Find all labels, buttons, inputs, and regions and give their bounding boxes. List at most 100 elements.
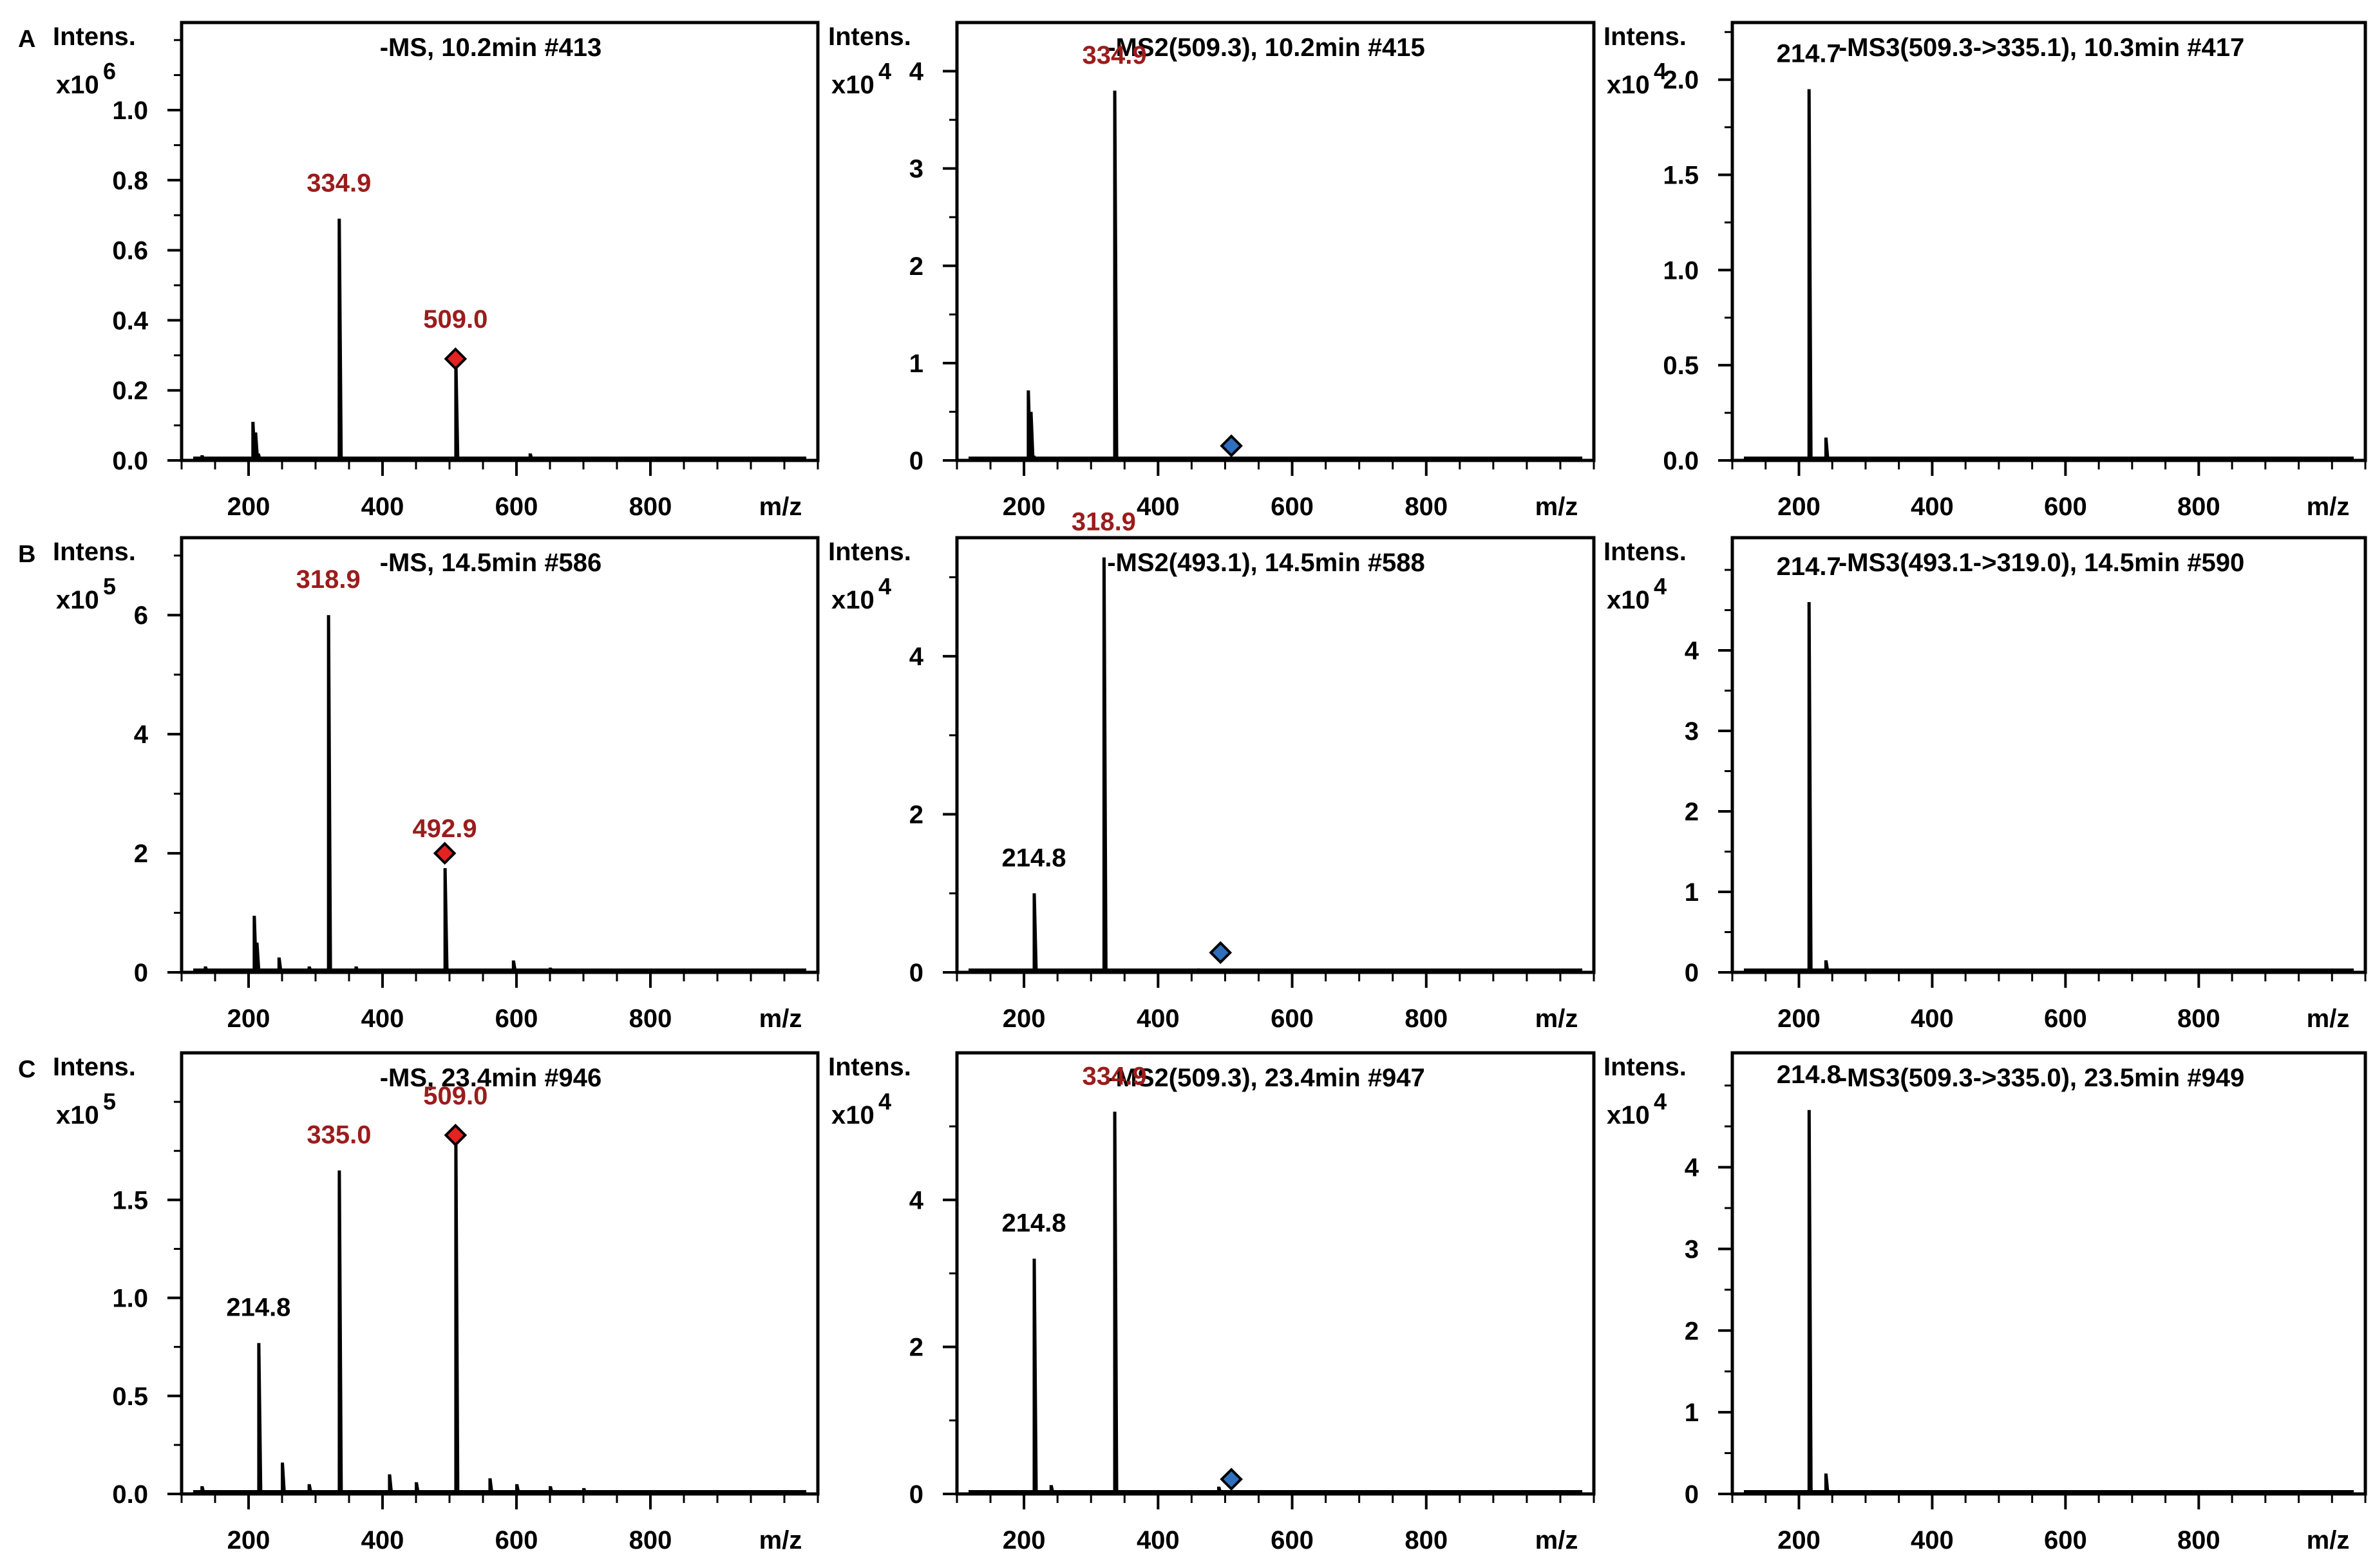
precursor-diamond-marker (1220, 1468, 1243, 1491)
y-tick-label: 2 (1685, 1317, 1699, 1345)
peak-mark (1824, 960, 1830, 972)
plot-frame (1730, 21, 2367, 462)
peak-mark (1029, 411, 1035, 460)
peak-mark (636, 970, 641, 972)
x-tick-label: 800 (1405, 1005, 1448, 1033)
peak-label: 214.7 (1777, 39, 1841, 68)
plot-frame (1730, 1051, 2367, 1496)
peak-mark (676, 457, 681, 460)
peak-mark (1032, 893, 1038, 972)
peak-mark (326, 615, 332, 972)
y-tick-label: 0.6 (112, 237, 148, 265)
spectrum-panel: A Intens. x10 6 -MS, 10.2min #413 0.0 0.2 0.4 0.… (18, 21, 820, 521)
y-tick-label: 2 (134, 840, 148, 868)
x-tick-label: 800 (629, 1005, 672, 1033)
y-tick-label: 4 (909, 1186, 924, 1214)
y-tick-label: 1.0 (1663, 256, 1699, 285)
peak-mark (454, 1135, 460, 1494)
peak-mark (1824, 1473, 1830, 1494)
x-tick-label: 400 (1911, 1005, 1954, 1033)
x-tick-label: 200 (1003, 1526, 1046, 1554)
peak-mark (1113, 1111, 1119, 1494)
x-tick-label: 600 (495, 493, 538, 521)
peak-mark (549, 967, 554, 972)
y-axis-title: Intens. (828, 538, 911, 566)
scan-title: -MS2(509.3), 10.2min #415 (1107, 33, 1425, 62)
y-tick-label: 0.0 (112, 447, 148, 475)
peak-mark (478, 457, 484, 460)
plot-frame (955, 1051, 1596, 1496)
row-label: A (18, 26, 35, 53)
x-axis-title: m/z (759, 493, 802, 521)
x-tick-label: 200 (227, 493, 270, 521)
y-tick-label: 4 (909, 643, 924, 671)
y-multiplier: x10 (56, 1101, 99, 1129)
peak-label: 334.9 (1082, 41, 1146, 70)
row-label: B (18, 541, 35, 568)
peak-mark (277, 957, 283, 972)
peak-mark (582, 1488, 587, 1494)
x-tick-label: 800 (1405, 1526, 1448, 1554)
peak-label: 509.0 (423, 305, 487, 334)
peak-mark (1032, 1258, 1038, 1494)
y-multiplier-exponent: 5 (103, 1088, 116, 1115)
peak-mark (255, 942, 261, 972)
y-tick-label: 0 (1685, 959, 1699, 987)
peak-mark (1049, 1485, 1055, 1494)
peak-mark (1824, 437, 1830, 460)
x-tick-label: 200 (227, 1005, 270, 1033)
y-tick-label: 0 (909, 959, 923, 987)
peak-mark (200, 1486, 206, 1494)
peak-mark (1032, 455, 1037, 460)
peak-mark (408, 969, 413, 972)
y-axis-title: Intens. (53, 1053, 136, 1081)
x-axis-title: m/z (2307, 1005, 2350, 1033)
peak-mark (582, 969, 587, 972)
peak-mark (354, 966, 360, 972)
y-tick-label: 0.2 (112, 377, 148, 405)
peak-label: 509.0 (423, 1082, 487, 1110)
peak-label: 318.9 (296, 565, 361, 594)
x-tick-label: 800 (1405, 493, 1448, 521)
y-tick-label: 2.0 (1663, 66, 1699, 95)
peak-mark (1751, 458, 1757, 460)
spectrum-panel: Intens.x10 4-MS2(493.1), 14.5min #5880242… (828, 508, 1596, 1033)
x-tick-label: 600 (495, 1005, 538, 1033)
x-tick-label: 200 (227, 1526, 270, 1554)
x-axis-title: m/z (759, 1005, 802, 1033)
peak-mark (582, 457, 587, 460)
peak-label: 318.9 (1072, 508, 1136, 536)
y-tick-label: 2 (909, 1334, 923, 1362)
y-tick-label: 4 (134, 721, 149, 749)
y-axis-title: Intens. (828, 23, 911, 51)
spectrum-panel: Intens. x10 4 -MS3(509.3->335.1), 10.3min #… (1604, 21, 2367, 521)
peak-mark (511, 960, 517, 972)
y-tick-label: 3 (1685, 1235, 1699, 1263)
y-multiplier-exponent: 4 (1654, 1088, 1667, 1115)
y-tick-label: 2 (909, 252, 923, 281)
y-tick-label: 0.4 (112, 307, 148, 335)
peak-mark (1807, 89, 1813, 460)
x-axis-title: m/z (2307, 493, 2350, 521)
x-tick-label: 600 (1271, 1526, 1314, 1554)
peak-mark (307, 457, 313, 460)
y-multiplier-exponent: 4 (1654, 58, 1667, 84)
scan-title: -MS, 23.4min #946 (380, 1064, 602, 1092)
y-multiplier-exponent: 4 (878, 58, 891, 84)
peak-label: 334.9 (307, 169, 371, 198)
y-tick-label: 4 (909, 58, 924, 86)
y-tick-label: 1 (909, 350, 923, 378)
y-tick-label: 0.5 (1663, 352, 1699, 380)
precursor-diamond-marker (1209, 941, 1233, 965)
y-tick-label: 1.5 (1663, 162, 1699, 190)
y-tick-label: 1.5 (112, 1186, 148, 1214)
peak-mark (1807, 1110, 1813, 1494)
x-tick-label: 400 (1137, 493, 1180, 521)
x-axis-title: m/z (759, 1526, 802, 1554)
peak-label: 214.8 (1777, 1061, 1841, 1089)
y-multiplier-exponent: 6 (103, 58, 116, 84)
x-tick-label: 200 (1003, 493, 1046, 521)
x-tick-label: 400 (1137, 1005, 1180, 1033)
scan-title: -MS3(509.3->335.0), 23.5min #949 (1839, 1064, 2244, 1092)
y-axis-title: Intens. (1604, 1053, 1687, 1081)
